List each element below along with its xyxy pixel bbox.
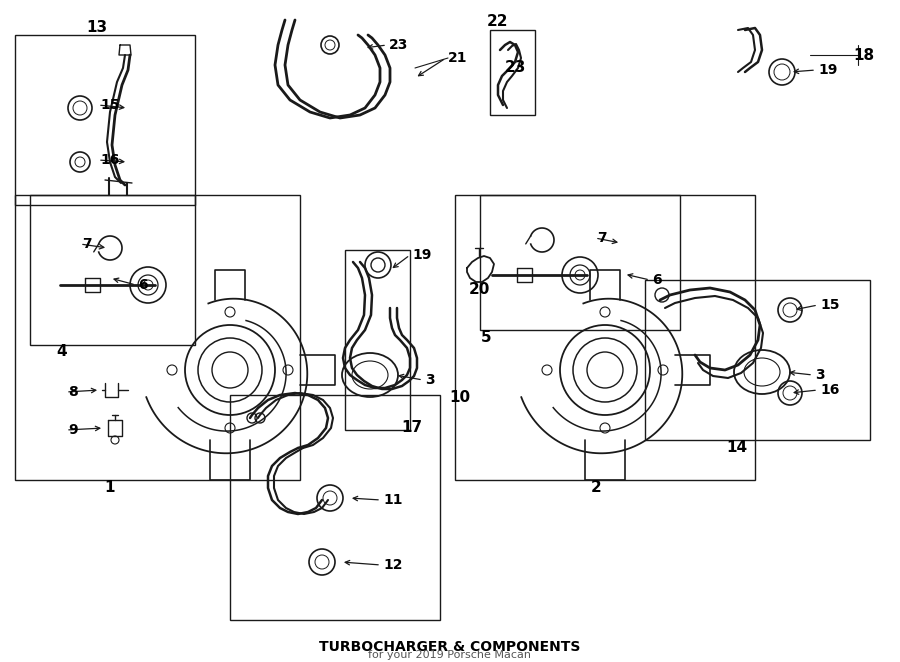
Text: 7: 7 [597,231,607,245]
Text: 22: 22 [486,15,508,30]
Bar [345,250,410,430]
Text: 15: 15 [820,298,840,312]
Text: 21: 21 [448,51,467,65]
Text: 14: 14 [726,440,748,455]
Text: 15: 15 [100,98,120,112]
Bar [480,195,680,330]
Text: 16: 16 [820,383,840,397]
Text: 2: 2 [590,481,601,495]
Text: 5: 5 [481,330,491,346]
Text: 23: 23 [389,38,409,52]
Text: 12: 12 [383,558,402,572]
Text: 1: 1 [104,481,115,495]
Text: 16: 16 [100,153,120,167]
Text: 20: 20 [468,283,490,297]
Text: 19: 19 [412,248,431,262]
Bar [230,395,440,620]
Text: 8: 8 [68,385,77,399]
Text: TURBOCHARGER & COMPONENTS: TURBOCHARGER & COMPONENTS [320,640,580,654]
Text: 19: 19 [818,63,837,77]
Bar [490,30,535,115]
Bar [15,35,195,205]
Bar [645,280,870,440]
Text: 3: 3 [425,373,435,387]
Bar [455,195,755,480]
Bar [15,195,300,480]
Text: 10: 10 [449,391,471,406]
Text: 4: 4 [57,344,68,359]
Text: 7: 7 [82,237,92,251]
Text: 13: 13 [86,21,108,36]
Text: 17: 17 [401,420,423,434]
Text: 23: 23 [504,60,526,75]
Text: 11: 11 [383,493,402,507]
Bar [30,195,195,345]
Text: 9: 9 [68,423,77,437]
Text: 3: 3 [815,368,824,382]
Text: for your 2019 Porsche Macan: for your 2019 Porsche Macan [368,650,532,660]
Text: 6: 6 [138,278,148,292]
Text: 18: 18 [853,48,875,62]
Text: 6: 6 [652,273,662,287]
